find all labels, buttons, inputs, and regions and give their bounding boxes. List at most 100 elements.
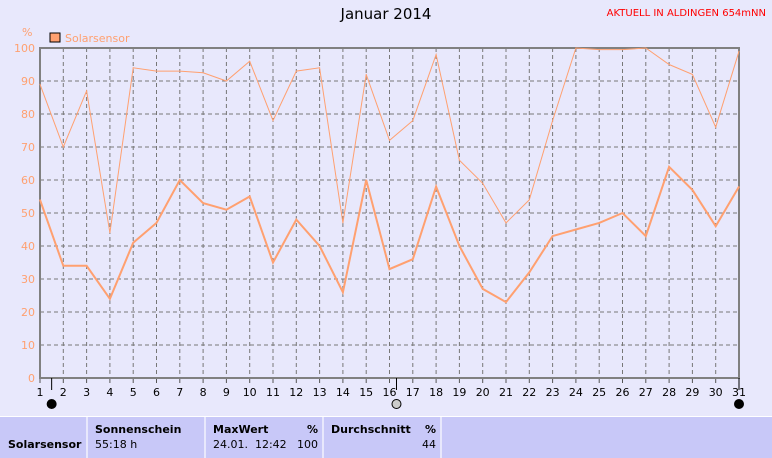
legend-label: Solarsensor [65, 32, 130, 45]
x-tick-label: 12 [289, 386, 303, 399]
y-tick-label: 20 [21, 306, 35, 319]
data-point [482, 182, 484, 184]
data-point [202, 72, 204, 74]
data-point [645, 47, 647, 49]
data-point [738, 186, 740, 188]
x-tick-label: 19 [452, 386, 466, 399]
x-tick-label: 11 [266, 386, 280, 399]
legend-swatch [49, 32, 61, 43]
data-point [342, 222, 344, 224]
data-point [202, 202, 204, 204]
summary-row-label-cell: Solarsensor [0, 417, 86, 458]
data-point [691, 189, 693, 191]
x-tick-label: 28 [662, 386, 676, 399]
x-tick-label: 6 [153, 386, 160, 399]
location-banner: AKTUELL IN ALDINGEN 654mNN [606, 8, 766, 19]
y-tick-label: 10 [21, 339, 35, 352]
data-point [319, 245, 321, 247]
data-point [365, 73, 367, 75]
x-tick-label: 1 [37, 386, 44, 399]
data-point [319, 67, 321, 69]
data-point [715, 225, 717, 227]
data-point [691, 73, 693, 75]
x-tick-label: 8 [200, 386, 207, 399]
data-point [412, 258, 414, 260]
data-point [179, 179, 181, 181]
y-tick-label: 100 [14, 42, 35, 55]
data-point [412, 120, 414, 122]
data-point [575, 229, 577, 230]
max-date: 24.01. 12:42 [213, 438, 287, 451]
sunshine-value: 55:18 h [95, 438, 138, 451]
data-point [668, 166, 670, 168]
data-point [179, 70, 181, 72]
data-point [365, 179, 367, 181]
data-point [505, 301, 507, 303]
data-point [389, 268, 390, 270]
data-point [552, 235, 554, 237]
max-cell: MaxWert % 24.01. 12:42 100 [204, 417, 322, 458]
x-tick-label: 9 [223, 386, 230, 399]
y-tick-label: 80 [21, 108, 35, 121]
avg-unit: % [424, 423, 436, 436]
y-tick-label: 40 [21, 240, 35, 253]
summary-bar: Solarsensor Sonnenschein 55:18 h MaxWert… [0, 416, 772, 458]
x-tick-label: 25 [592, 386, 606, 399]
avg-value: 44 [422, 438, 436, 451]
max-unit: % [306, 423, 318, 436]
data-point [272, 262, 274, 263]
x-tick-label: 15 [359, 386, 373, 399]
data-point [622, 49, 623, 51]
data-point [295, 70, 297, 72]
max-value: 100 [297, 438, 318, 451]
x-tick-label: 18 [429, 386, 443, 399]
sunshine-label: Sonnenschein [95, 423, 182, 436]
data-point [62, 146, 64, 148]
x-tick-label: 17 [406, 386, 420, 399]
data-point [132, 242, 134, 244]
y-tick-label: 30 [21, 273, 35, 286]
new-moon-icon [46, 399, 57, 409]
full-moon-icon [391, 399, 402, 409]
x-tick-label: 29 [685, 386, 699, 399]
plot-border [39, 47, 740, 379]
x-tick-label: 7 [176, 386, 183, 399]
data-point [528, 199, 530, 201]
data-point [458, 159, 460, 161]
data-point [86, 265, 88, 267]
x-tick-label: 5 [130, 386, 137, 399]
data-point [342, 291, 344, 293]
data-point [225, 209, 227, 211]
data-point [435, 186, 437, 188]
data-point [132, 67, 134, 69]
y-tick-label: 70 [21, 141, 35, 154]
avg-cell: Durchschnitt % 44 [322, 417, 440, 458]
data-point [109, 298, 111, 300]
new-moon-icon [734, 399, 744, 409]
y-tick-label: 60 [21, 174, 35, 187]
y-tick-label: 50 [21, 207, 35, 220]
data-point [668, 64, 670, 65]
data-point [738, 50, 740, 52]
x-tick-label: 26 [616, 386, 630, 399]
x-tick-label: 24 [569, 386, 583, 399]
max-label: MaxWert [213, 423, 269, 436]
x-tick-label: 2 [60, 386, 67, 399]
x-tick-label: 30 [709, 386, 723, 399]
x-tick-label: 4 [106, 386, 113, 399]
data-point [249, 60, 251, 62]
data-point [86, 90, 88, 92]
y-axis-label: % [22, 26, 32, 39]
chart-title: Januar 2014 [340, 5, 432, 23]
row-label: Solarsensor [8, 438, 82, 451]
data-point [598, 49, 600, 51]
data-point [505, 222, 507, 224]
data-point [528, 271, 530, 273]
data-point [458, 245, 460, 247]
x-tick-label: 22 [522, 386, 536, 399]
data-point [645, 235, 647, 237]
x-tick-label: 31 [732, 386, 746, 399]
data-point [225, 80, 227, 82]
